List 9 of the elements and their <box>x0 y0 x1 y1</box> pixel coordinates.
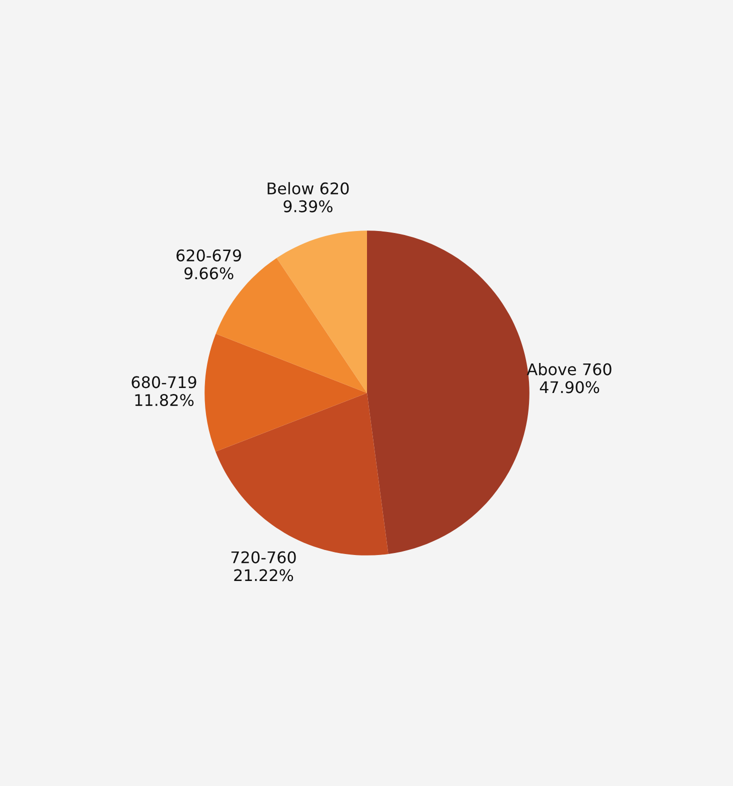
data-label: 21.22% <box>234 569 294 582</box>
data-label: 11.82% <box>135 394 194 406</box>
slice-label: Below 620 <box>268 182 349 194</box>
data-label: 9.39% <box>284 200 332 212</box>
slice-label: 680-719 <box>132 376 196 388</box>
slice-label: 620-679 <box>176 249 242 262</box>
slice-label: 720-760 <box>231 551 296 564</box>
data-label: 9.66% <box>184 267 234 280</box>
data-label: 47.90% <box>540 381 600 394</box>
